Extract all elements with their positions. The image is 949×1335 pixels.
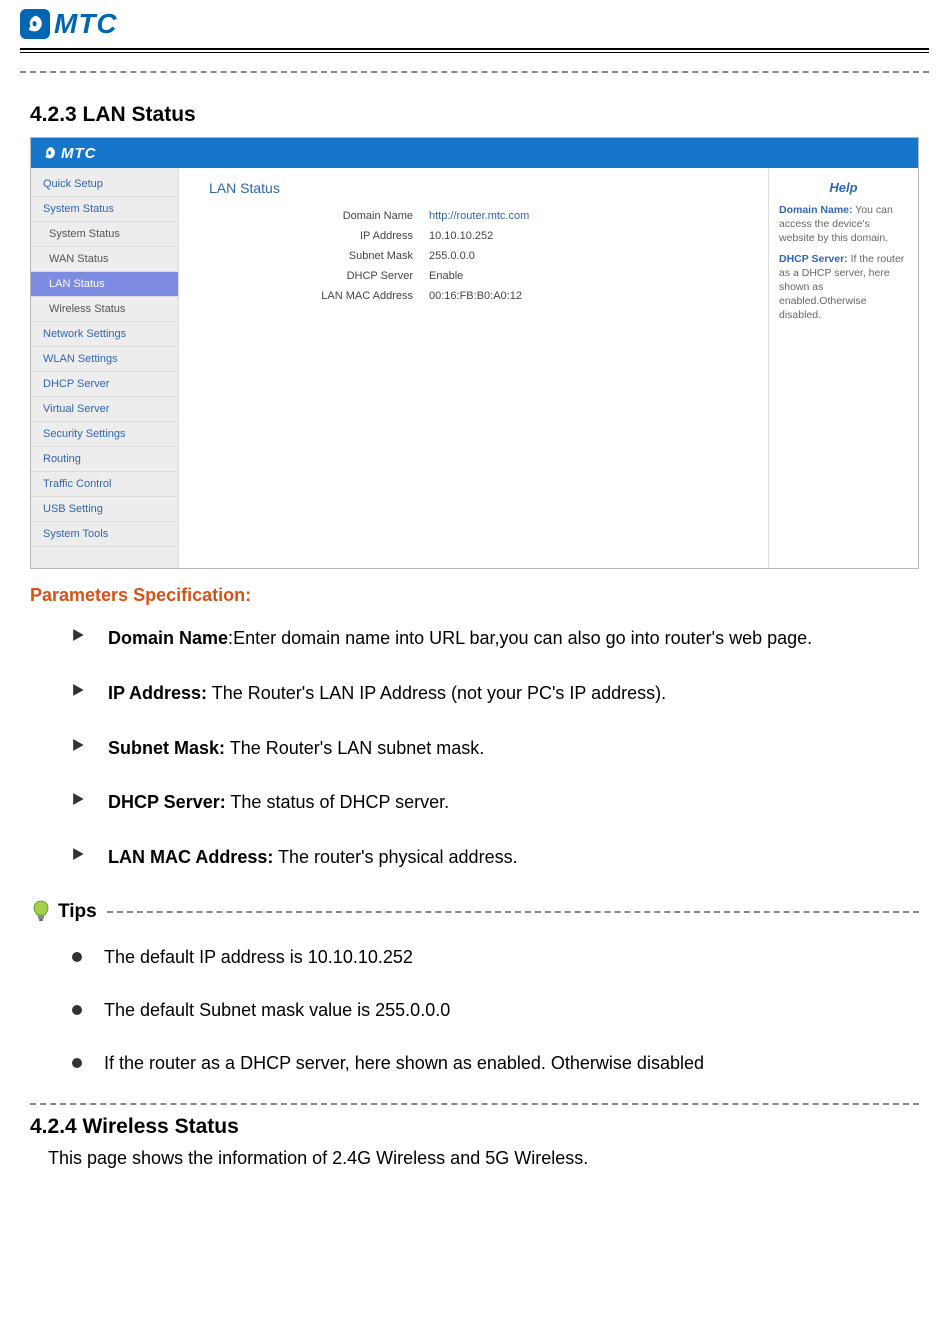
parameters-title: Parameters Specification: (30, 585, 919, 606)
tips-label: Tips (58, 901, 97, 923)
field-dhcp-server: DHCP Server Enable (209, 270, 748, 282)
header-rule-thin (20, 52, 929, 53)
field-label: Domain Name (209, 210, 429, 222)
arrow-bullet-icon (72, 792, 90, 810)
field-domain-name: Domain Name http://router.mtc.com (209, 210, 748, 222)
sidebar-item-quick-setup[interactable]: Quick Setup (31, 172, 178, 197)
param-desc: The status of DHCP server. (230, 792, 449, 812)
page-content: 4.2.3 LAN Status MTC Quick Setup System … (0, 103, 949, 1077)
help-key: DHCP Server: (779, 253, 848, 265)
field-value: Enable (429, 270, 463, 282)
sidebar-item-system-status[interactable]: System Status (31, 197, 178, 222)
arrow-bullet-icon (72, 738, 90, 756)
help-key: Domain Name: (779, 204, 853, 216)
arrow-bullet-icon (72, 628, 90, 646)
field-label: LAN MAC Address (209, 290, 429, 302)
sidebar-item-routing[interactable]: Routing (31, 447, 178, 472)
next-section: 4.2.4 Wireless Status This page shows th… (0, 1115, 949, 1172)
param-item: Domain Name:Enter domain name into URL b… (72, 624, 919, 653)
dot-bullet-icon (72, 1005, 82, 1015)
lightbulb-icon (30, 898, 52, 926)
param-item: DHCP Server: The status of DHCP server. (72, 788, 919, 817)
help-item: Domain Name: You can access the device's… (779, 203, 908, 246)
param-text: LAN MAC Address: The router's physical a… (108, 843, 919, 872)
field-subnet-mask: Subnet Mask 255.0.0.0 (209, 250, 748, 262)
tip-item: If the router as a DHCP server, here sho… (72, 1050, 919, 1077)
field-label: DHCP Server (209, 270, 429, 282)
help-item: DHCP Server: If the router as a DHCP ser… (779, 252, 908, 323)
param-label: Domain Name (108, 628, 228, 648)
sidebar-item-system-tools[interactable]: System Tools (31, 522, 178, 547)
router-sidebar: Quick Setup System Status System Status … (31, 168, 179, 568)
dashed-divider-bottom (30, 1103, 919, 1105)
dot-bullet-icon (72, 952, 82, 962)
brand-logo: MTC (20, 8, 929, 40)
tip-text: The default Subnet mask value is 255.0.0… (104, 997, 919, 1024)
router-logo-text: MTC (61, 145, 97, 162)
param-text: DHCP Server: The status of DHCP server. (108, 788, 919, 817)
param-label: IP Address: (108, 683, 207, 703)
sidebar-item-wan-status[interactable]: WAN Status (31, 247, 178, 272)
tips-dashes (107, 911, 919, 913)
sidebar-item-system-status-sub[interactable]: System Status (31, 222, 178, 247)
tip-item: The default Subnet mask value is 255.0.0… (72, 997, 919, 1024)
field-ip-address: IP Address 10.10.10.252 (209, 230, 748, 242)
tip-text: The default IP address is 10.10.10.252 (104, 944, 919, 971)
help-title: Help (779, 180, 908, 195)
sidebar-item-virtual-server[interactable]: Virtual Server (31, 397, 178, 422)
tips-header: Tips (30, 898, 919, 926)
parameters-list: Domain Name:Enter domain name into URL b… (30, 624, 919, 872)
router-body: Quick Setup System Status System Status … (31, 168, 918, 568)
arrow-bullet-icon (72, 683, 90, 701)
param-desc: The router's physical address. (278, 847, 518, 867)
param-text: Subnet Mask: The Router's LAN subnet mas… (108, 734, 919, 763)
document-header: MTC (0, 0, 949, 44)
param-desc: Enter domain name into URL bar,you can a… (233, 628, 812, 648)
field-value: 255.0.0.0 (429, 250, 475, 262)
sidebar-item-wlan-settings[interactable]: WLAN Settings (31, 347, 178, 372)
sidebar-item-dhcp-server[interactable]: DHCP Server (31, 372, 178, 397)
arrow-bullet-icon (72, 847, 90, 865)
param-desc: The Router's LAN subnet mask. (230, 738, 485, 758)
field-lan-mac: LAN MAC Address 00:16:FB:B0:A0:12 (209, 290, 748, 302)
param-label: LAN MAC Address: (108, 847, 273, 867)
sidebar-item-network-settings[interactable]: Network Settings (31, 322, 178, 347)
dashed-divider-top (20, 71, 929, 73)
dot-bullet-icon (72, 1058, 82, 1068)
header-rule (20, 48, 929, 50)
field-value-link[interactable]: http://router.mtc.com (429, 210, 529, 222)
field-value: 00:16:FB:B0:A0:12 (429, 290, 522, 302)
field-label: IP Address (209, 230, 429, 242)
param-label: Subnet Mask: (108, 738, 225, 758)
param-text: Domain Name:Enter domain name into URL b… (108, 624, 919, 653)
param-item: LAN MAC Address: The router's physical a… (72, 843, 919, 872)
next-section-desc: This page shows the information of 2.4G … (30, 1145, 919, 1172)
router-ui-panel: MTC Quick Setup System Status System Sta… (30, 137, 919, 569)
field-value: 10.10.10.252 (429, 230, 493, 242)
panel-title: LAN Status (209, 180, 748, 196)
section-title: 4.2.3 LAN Status (30, 103, 919, 127)
tip-item: The default IP address is 10.10.10.252 (72, 944, 919, 971)
tip-text: If the router as a DHCP server, here sho… (104, 1050, 919, 1077)
brand-logo-text: MTC (54, 8, 118, 40)
sidebar-item-traffic-control[interactable]: Traffic Control (31, 472, 178, 497)
field-label: Subnet Mask (209, 250, 429, 262)
param-desc: The Router's LAN IP Address (not your PC… (212, 683, 666, 703)
sidebar-item-lan-status[interactable]: LAN Status (31, 272, 178, 297)
router-topbar: MTC (31, 138, 918, 168)
param-text: IP Address: The Router's LAN IP Address … (108, 679, 919, 708)
router-logo-icon (41, 144, 59, 162)
param-item: IP Address: The Router's LAN IP Address … (72, 679, 919, 708)
tips-list: The default IP address is 10.10.10.252 T… (30, 944, 919, 1077)
param-label: DHCP Server: (108, 792, 226, 812)
sidebar-item-wireless-status[interactable]: Wireless Status (31, 297, 178, 322)
sidebar-item-security-settings[interactable]: Security Settings (31, 422, 178, 447)
sidebar-item-usb-setting[interactable]: USB Setting (31, 497, 178, 522)
next-section-title: 4.2.4 Wireless Status (30, 1115, 919, 1139)
param-item: Subnet Mask: The Router's LAN subnet mas… (72, 734, 919, 763)
router-help-panel: Help Domain Name: You can access the dev… (768, 168, 918, 568)
brand-logo-icon (20, 9, 50, 39)
router-main: LAN Status Domain Name http://router.mtc… (179, 168, 768, 568)
